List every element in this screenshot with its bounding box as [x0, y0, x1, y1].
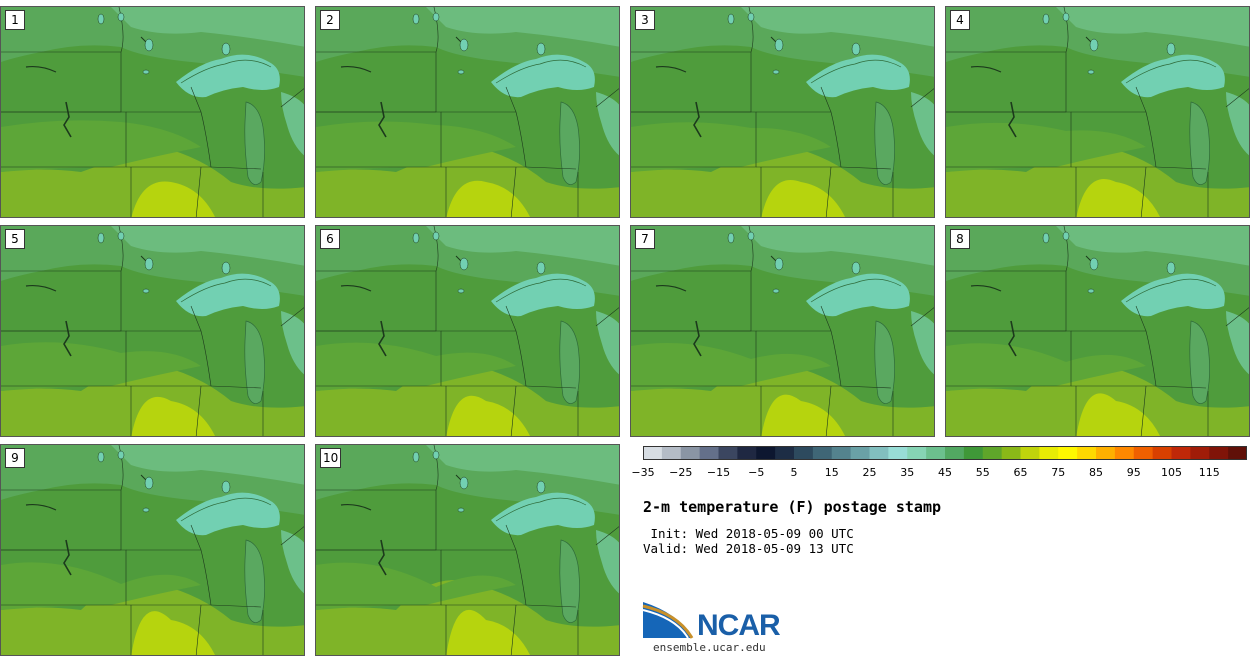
temperature-colorbar — [643, 446, 1247, 460]
colorbar-tick: 95 — [1126, 466, 1141, 479]
colorbar-swatch — [982, 446, 1003, 460]
ensemble-member-map: 8 — [945, 225, 1250, 437]
ensemble-member-map: 5 — [0, 225, 305, 437]
init-time: Init: Wed 2018-05-09 00 UTC — [643, 526, 854, 541]
colorbar-tick-labels: −35 −25 −15 −5 5 15 25 35 45 55 65 75 85 95 105 115 — [631, 462, 1247, 482]
valid-time: Valid: Wed 2018-05-09 13 UTC — [643, 541, 854, 556]
colorbar-tick: 105 — [1161, 466, 1182, 479]
member-number-label: 7 — [635, 229, 655, 249]
ncar-wordmark: NCAR — [697, 609, 781, 642]
colorbar-swatch — [1020, 446, 1040, 460]
colorbar-swatch — [794, 446, 814, 460]
member-number-label: 8 — [950, 229, 970, 249]
colorbar-swatch — [737, 446, 757, 460]
colorbar-swatch — [963, 446, 984, 460]
colorbar-swatch — [1058, 446, 1078, 460]
colorbar-swatch — [1114, 446, 1135, 460]
colorbar-swatch — [1096, 446, 1116, 460]
member-number-label: 9 — [5, 448, 25, 468]
ensemble-member-map: 7 — [630, 225, 935, 437]
member-number-label: 10 — [320, 448, 342, 468]
member-number-label: 1 — [5, 10, 25, 30]
ensemble-member-map: 1 — [0, 6, 305, 218]
colorbar-tick: 75 — [1051, 466, 1066, 479]
ensemble-member-map: 2 — [315, 6, 620, 218]
colorbar-swatch — [643, 446, 663, 460]
colorbar-swatch — [926, 446, 946, 460]
ensemble-member-map: 4 — [945, 6, 1250, 218]
colorbar-swatch — [775, 446, 795, 460]
colorbar-swatch — [1001, 446, 1022, 460]
member-number-label: 3 — [635, 10, 655, 30]
colorbar-swatch — [680, 446, 701, 460]
colorbar-tick: −35 — [631, 466, 655, 479]
colorbar-tick: 25 — [862, 466, 877, 479]
colorbar-swatch — [1152, 446, 1173, 460]
colorbar-tick: 85 — [1089, 466, 1103, 479]
colorbar-tick: 45 — [938, 466, 952, 479]
ensemble-member-map: 9 — [0, 444, 305, 656]
colorbar-tick: 35 — [900, 466, 915, 479]
colorbar-swatch — [1133, 446, 1154, 460]
colorbar-swatch — [888, 446, 908, 460]
colorbar-tick: 55 — [975, 466, 990, 479]
colorbar-swatch — [812, 446, 833, 460]
ensemble-member-map: 3 — [630, 6, 935, 218]
member-number-label: 6 — [320, 229, 340, 249]
ensemble-member-map: 6 — [315, 225, 620, 437]
colorbar-tick: −5 — [748, 466, 765, 479]
colorbar-swatch — [699, 446, 720, 460]
colorbar-swatch — [1171, 446, 1191, 460]
colorbar-swatch — [1228, 446, 1247, 460]
colorbar-swatch — [1077, 446, 1097, 460]
colorbar-tick: 15 — [824, 466, 839, 479]
colorbar-swatch — [718, 446, 738, 460]
member-number-label: 4 — [950, 10, 970, 30]
colorbar-swatch — [1039, 446, 1059, 460]
ncar-logo-icon — [642, 602, 694, 639]
member-number-label: 5 — [5, 229, 25, 249]
colorbar-swatch — [661, 446, 682, 460]
colorbar-swatch — [1209, 446, 1229, 460]
member-number-label: 2 — [320, 10, 340, 30]
colorbar-swatch — [850, 446, 871, 460]
colorbar-tick: −15 — [706, 466, 731, 479]
chart-title: 2-m temperature (F) postage stamp — [643, 498, 942, 516]
colorbar-tick: 115 — [1198, 466, 1220, 479]
site-url: ensemble.ucar.edu — [653, 641, 766, 654]
colorbar-swatch — [1190, 446, 1210, 460]
colorbar-swatch — [831, 446, 852, 460]
ensemble-member-map: 10 — [315, 444, 620, 656]
colorbar-swatch — [869, 446, 889, 460]
colorbar-tick: 65 — [1013, 466, 1028, 479]
colorbar-swatch — [907, 446, 927, 460]
colorbar-tick: −25 — [669, 466, 693, 479]
colorbar-swatch — [756, 446, 776, 460]
colorbar-tick: 5 — [790, 466, 798, 479]
colorbar-swatch — [945, 446, 965, 460]
